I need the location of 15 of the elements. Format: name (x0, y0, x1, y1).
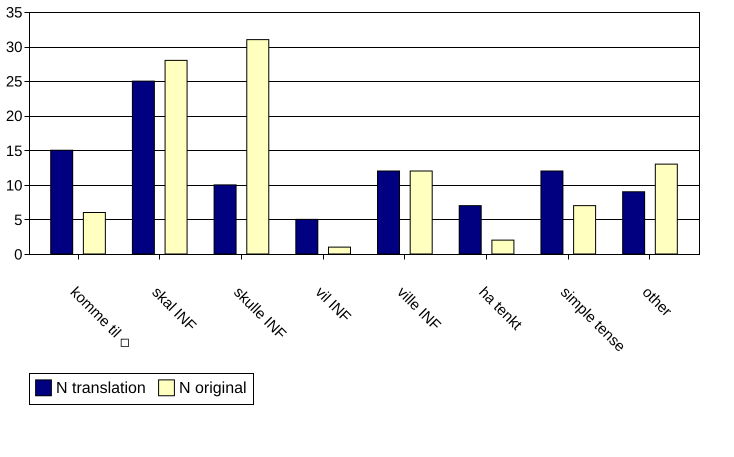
y-tick-label: 35 (6, 4, 22, 22)
y-tick-label: 10 (6, 177, 22, 194)
x-tick-label: skal INF (148, 284, 200, 335)
bar (491, 240, 514, 254)
legend-label: N translation (56, 380, 146, 397)
x-tick-label: vil INF (312, 284, 354, 326)
x-tick-label: ville INF (394, 284, 444, 334)
y-tick-label: 0 (14, 246, 22, 264)
bar (328, 246, 351, 254)
y-tick-label: 15 (6, 142, 22, 160)
y-tick-label: 20 (6, 108, 22, 126)
legend-label: N original (179, 380, 247, 397)
y-tick-label: 30 (6, 39, 22, 56)
y-tick-label: 25 (6, 74, 22, 91)
y-tick-label: 5 (14, 212, 22, 229)
